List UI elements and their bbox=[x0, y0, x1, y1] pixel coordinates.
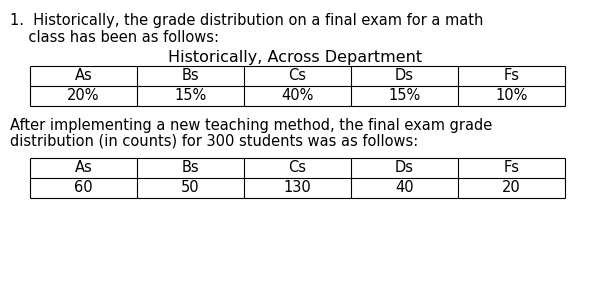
Text: Bs: Bs bbox=[181, 68, 199, 83]
Text: Cs: Cs bbox=[288, 68, 307, 83]
Text: Fs: Fs bbox=[504, 160, 519, 176]
Text: 10%: 10% bbox=[495, 88, 528, 103]
Text: 40: 40 bbox=[395, 180, 414, 196]
Text: 15%: 15% bbox=[174, 88, 207, 103]
Text: After implementing a new teaching method, the final exam grade: After implementing a new teaching method… bbox=[10, 118, 492, 133]
Text: class has been as follows:: class has been as follows: bbox=[10, 30, 219, 45]
Text: 20%: 20% bbox=[67, 88, 100, 103]
Text: 130: 130 bbox=[284, 180, 311, 196]
Text: As: As bbox=[74, 68, 92, 83]
Text: Cs: Cs bbox=[288, 160, 307, 176]
Text: 50: 50 bbox=[181, 180, 200, 196]
Text: Bs: Bs bbox=[181, 160, 199, 176]
Text: 1.  Historically, the grade distribution on a final exam for a math: 1. Historically, the grade distribution … bbox=[10, 13, 483, 28]
Text: Ds: Ds bbox=[395, 68, 414, 83]
Text: Ds: Ds bbox=[395, 160, 414, 176]
Text: Fs: Fs bbox=[504, 68, 519, 83]
Text: distribution (in counts) for 300 students was as follows:: distribution (in counts) for 300 student… bbox=[10, 134, 418, 149]
Text: 20: 20 bbox=[502, 180, 521, 196]
Text: 40%: 40% bbox=[281, 88, 314, 103]
Text: Historically, Across Department: Historically, Across Department bbox=[168, 50, 422, 65]
Text: 15%: 15% bbox=[388, 88, 421, 103]
Text: As: As bbox=[74, 160, 92, 176]
Text: 60: 60 bbox=[74, 180, 93, 196]
